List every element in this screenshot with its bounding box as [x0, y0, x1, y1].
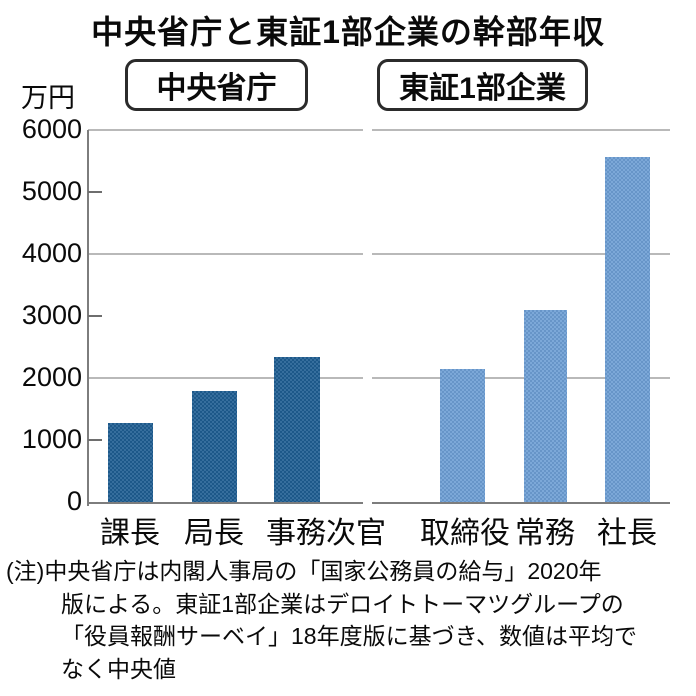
group-label-government: 中央省庁 [125, 59, 308, 111]
y-tick-label-3000: 3000 [21, 300, 82, 330]
bar-事務次官 [274, 356, 320, 502]
chart-title: 中央省庁と東証1部企業の幹部年収 [91, 14, 605, 50]
source-note-line-4: なく中央値 [61, 655, 176, 682]
gridline-4000-panel1 [88, 253, 363, 255]
bar-局長 [192, 391, 237, 502]
x-axis-baseline-panel2 [372, 502, 670, 504]
category-label-局長: 局長 [184, 517, 244, 550]
y-tick-label-2000: 2000 [21, 362, 82, 392]
gridline-2000-panel2 [372, 377, 670, 379]
y-tick-label-5000: 5000 [21, 176, 82, 206]
category-label-取締役: 取締役 [420, 517, 510, 550]
x-axis-baseline-panel1 [88, 502, 363, 504]
group-label-company: 東証1部企業 [377, 59, 588, 111]
category-label-事務次官: 事務次官 [266, 517, 386, 550]
bar-課長 [108, 423, 153, 502]
source-note-line-2: 版による。東証1部企業はデロイトトーマツグループの [61, 590, 624, 617]
gridline-2000-panel1 [88, 377, 363, 379]
bar-取締役 [440, 368, 485, 502]
y-tick-label-1000: 1000 [21, 424, 82, 454]
y-axis-line [87, 130, 89, 506]
group-label-company-text: 東証1部企業 [399, 72, 566, 105]
source-note-line-3: 「役員報酬サーベイ」18年度版に基づき、数値は平均で [61, 623, 637, 649]
gridline-6000-panel2 [372, 129, 670, 131]
gridline-4000-panel2 [372, 253, 670, 255]
source-note-line-1: (注)中央省庁は内閣人事局の「国家公務員の給与」2020年 [6, 558, 602, 584]
group-label-government-text: 中央省庁 [156, 72, 277, 105]
y-tick-label-0: 0 [66, 486, 82, 516]
bar-社長 [605, 157, 650, 502]
gridline-6000-panel1 [88, 129, 363, 131]
y-tick-3000 [88, 315, 102, 317]
y-tick-label-4000: 4000 [21, 238, 82, 268]
y-tick-1000 [88, 439, 102, 441]
source-note: (注)中央省庁は内閣人事局の「国家公務員の給与」2020年 版による。東証1部企… [6, 555, 690, 685]
y-tick-5000 [88, 191, 102, 193]
category-label-課長: 課長 [100, 517, 160, 550]
category-label-社長: 社長 [597, 517, 657, 550]
category-label-常務: 常務 [515, 517, 575, 550]
bar-常務 [524, 309, 567, 502]
y-tick-label-6000: 6000 [21, 114, 82, 144]
y-axis-unit-label: 万円 [21, 83, 75, 113]
